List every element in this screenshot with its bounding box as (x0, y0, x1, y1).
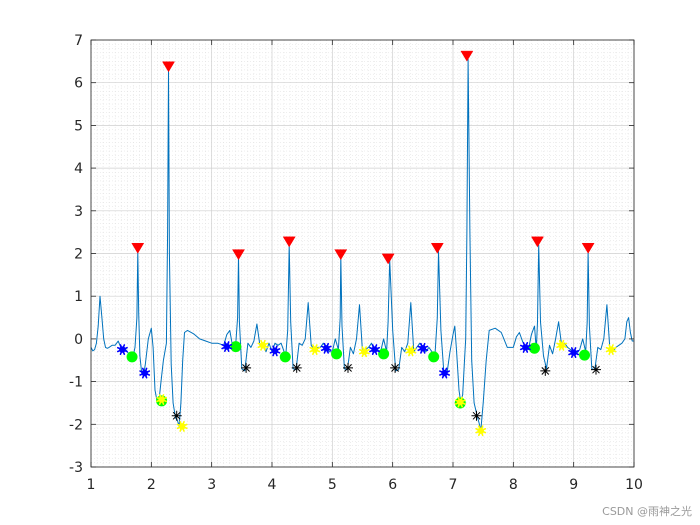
watermark: CSDN @雨神之光 (602, 505, 692, 518)
x-tick-label: 8 (509, 477, 518, 493)
star-rays (358, 346, 370, 358)
x-tick-label: 4 (268, 477, 277, 493)
blue-star-marker (439, 367, 450, 379)
y-tick-label: 2 (74, 247, 83, 263)
yellow-star-marker (605, 344, 617, 355)
red-peak-marker (131, 242, 145, 254)
star-rays (221, 341, 233, 352)
red-peak-marker (162, 61, 175, 73)
signal-layer (90, 58, 634, 432)
y-tick-label: 5 (74, 118, 83, 134)
black-asterisk-marker (540, 365, 551, 376)
blue-star-marker (320, 342, 332, 354)
black-asterisk-marker (291, 362, 302, 373)
y-tick-label: 7 (74, 33, 83, 49)
star-rays (269, 345, 281, 357)
star-rays (454, 396, 466, 408)
green-dot-marker (528, 342, 540, 354)
black-asterisk-marker (171, 410, 182, 421)
blue-star-marker (520, 342, 531, 353)
red-peak-marker (232, 249, 245, 261)
yellow-star-marker (454, 396, 466, 408)
yellow-star-marker (257, 339, 269, 351)
x-tick-label: 7 (449, 477, 458, 493)
green-dot-marker (378, 348, 390, 360)
y-tick-label: 1 (74, 289, 83, 305)
black-asterisk-marker (343, 362, 353, 373)
star-rays (475, 425, 487, 437)
star-rays (568, 347, 580, 358)
axis-ticks (90, 39, 635, 468)
black-asterisk-marker (241, 362, 252, 373)
blue-star-marker (269, 345, 281, 357)
red-peak-marker (460, 50, 474, 62)
y-tick-label: 4 (74, 161, 83, 177)
yellow-star-marker (358, 346, 370, 358)
star-rays (520, 342, 531, 353)
star-rays (117, 344, 128, 355)
star-rays (309, 344, 321, 355)
yellow-star-marker (309, 344, 321, 355)
green-dot-marker (331, 348, 343, 360)
blue-star-marker (117, 344, 128, 355)
y-tick-label: 3 (74, 204, 83, 220)
green-dot-marker (579, 349, 591, 361)
black-asterisk-marker (591, 364, 601, 375)
red-peak-marker (381, 253, 395, 265)
star-rays (257, 339, 269, 351)
star-rays (176, 421, 188, 432)
blue-star-marker (369, 344, 380, 355)
marker-layer (117, 50, 617, 437)
green-dot-marker (126, 351, 138, 363)
green-dot-marker (279, 351, 291, 363)
star-rays (156, 394, 167, 405)
star-rays (417, 342, 429, 354)
green-dot-marker (230, 341, 242, 353)
x-tick-label: 6 (388, 477, 397, 493)
red-peak-marker (282, 236, 296, 248)
yellow-star-marker (176, 421, 188, 432)
star-rays (605, 344, 617, 355)
x-tick-labels: 1 2 3 4 5 6 7 8 9 10 (87, 477, 643, 493)
green-dot-marker (428, 351, 440, 363)
y-tick-label: -2 (69, 417, 83, 433)
star-rays (320, 342, 332, 354)
black-asterisk-marker (390, 362, 401, 373)
yellow-star-marker (556, 339, 567, 351)
y-tick-labels: -3 -2 -1 0 1 2 3 4 5 6 7 (69, 33, 83, 476)
yellow-star-marker (475, 425, 487, 437)
y-tick-label: 0 (74, 332, 83, 348)
blue-star-marker (221, 341, 233, 352)
y-tick-label: -3 (69, 460, 83, 476)
yellow-star-marker (156, 394, 167, 405)
star-rays (439, 367, 450, 379)
y-tick-label: 6 (74, 76, 83, 92)
star-rays (369, 344, 380, 355)
x-tick-label: 1 (87, 477, 96, 493)
x-tick-label: 2 (147, 477, 156, 493)
yellow-star-marker (405, 345, 417, 357)
x-tick-label: 5 (328, 477, 337, 493)
red-peak-marker (334, 249, 348, 261)
star-rays (405, 345, 417, 357)
blue-star-marker (139, 367, 151, 379)
blue-star-marker (568, 347, 580, 358)
signal-line (90, 58, 634, 432)
red-peak-marker (531, 236, 544, 248)
star-rays (556, 339, 567, 351)
black-asterisk-marker (471, 410, 482, 421)
x-tick-label: 10 (625, 477, 643, 493)
star-rays (139, 367, 151, 379)
blue-star-marker (417, 342, 429, 354)
x-tick-label: 9 (569, 477, 578, 493)
red-peak-marker (430, 242, 444, 254)
x-tick-label: 3 (207, 477, 216, 493)
y-tick-label: -1 (69, 375, 83, 391)
red-peak-marker (581, 242, 595, 254)
